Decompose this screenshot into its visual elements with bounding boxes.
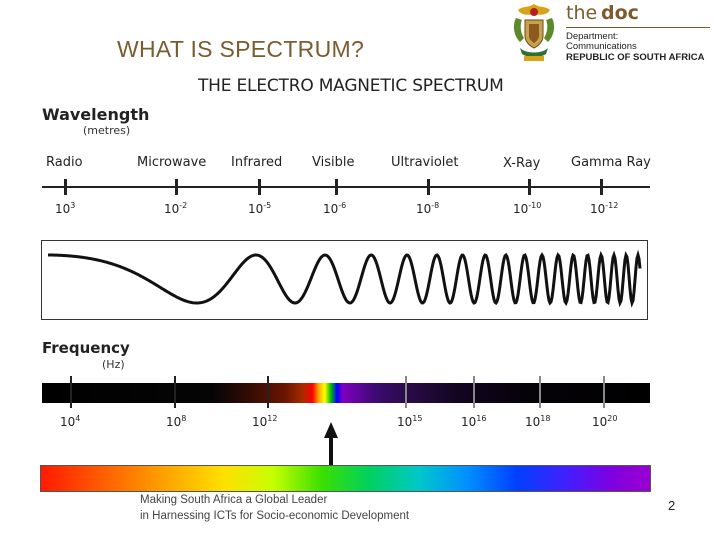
frequency-label: Frequency: [42, 339, 130, 357]
wavelength-value-microwave: 10-2: [164, 201, 188, 216]
band-visible: Visible: [312, 155, 355, 170]
wave-line: [47, 249, 642, 308]
frequency-tick: [473, 376, 475, 408]
logo-the: the: [566, 2, 598, 24]
coat-of-arms-icon: [513, 4, 555, 61]
wavelength-unit: (metres): [83, 124, 131, 137]
frequency-value: 1016: [461, 414, 487, 429]
logo-department: Department:: [566, 31, 619, 42]
frequency-value: 1018: [525, 414, 551, 429]
logo-communications: Communications: [566, 41, 637, 52]
wavelength-tick: [258, 179, 261, 195]
wavelength-tick: [175, 179, 178, 195]
wavelength-tick: [64, 179, 67, 195]
frequency-value: 1020: [592, 414, 618, 429]
band-gamma-ray: Gamma Ray: [571, 155, 651, 170]
up-arrow-icon: [324, 422, 338, 468]
wavelength-tick: [427, 179, 430, 195]
page-number: 2: [668, 498, 676, 513]
frequency-tick: [405, 376, 407, 408]
wavelength-value-ultraviolet: 10-8: [416, 201, 440, 216]
band-microwave: Microwave: [137, 155, 207, 170]
band-ultraviolet: Ultraviolet: [391, 155, 459, 170]
logo-divider: [566, 27, 710, 28]
logo-doc: doc: [601, 2, 639, 24]
frequency-tick: [174, 376, 176, 408]
wave-illustration: [47, 249, 642, 308]
frequency-value: 1012: [252, 414, 278, 429]
visible-light-bar: [40, 465, 651, 492]
diagram-title: THE ELECTRO MAGNETIC SPECTRUM: [198, 76, 504, 96]
wavelength-value-gamma-ray: 10-12: [590, 201, 619, 216]
wavelength-tick: [528, 179, 531, 195]
frequency-bar: [42, 383, 650, 403]
frequency-unit: (Hz): [102, 358, 125, 371]
wavelength-value-x-ray: 10-10: [513, 201, 542, 216]
wavelength-value-radio: 103: [55, 201, 76, 216]
frequency-tick: [267, 376, 269, 408]
frequency-tick: [70, 376, 72, 408]
slide-title: WHAT IS SPECTRUM?: [117, 36, 365, 62]
band-radio: Radio: [46, 155, 83, 170]
frequency-tick: [539, 376, 541, 408]
wavelength-tick: [335, 179, 338, 195]
wave-box: [41, 240, 648, 320]
wavelength-value-visible: 10-6: [323, 201, 347, 216]
wavelength-label: Wavelength: [42, 105, 150, 124]
frequency-value: 104: [60, 414, 81, 429]
coat-of-arms-logo: [510, 2, 558, 64]
wavelength-tick: [600, 179, 603, 195]
logo-republic: REPUBLIC OF SOUTH AFRICA: [566, 52, 705, 63]
frequency-tick: [603, 376, 605, 408]
footer-tagline-line2: in Harnessing ICTs for Socio-economic De…: [140, 510, 410, 522]
frequency-value: 1015: [397, 414, 423, 429]
frequency-value: 108: [166, 414, 187, 429]
band-x-ray: X-Ray: [503, 156, 541, 171]
band-infrared: Infrared: [231, 155, 283, 170]
footer-tagline-line1: Making South Africa a Global Leader: [140, 494, 328, 506]
wavelength-value-infrared: 10-5: [248, 201, 272, 216]
wavelength-axis: [42, 186, 650, 188]
